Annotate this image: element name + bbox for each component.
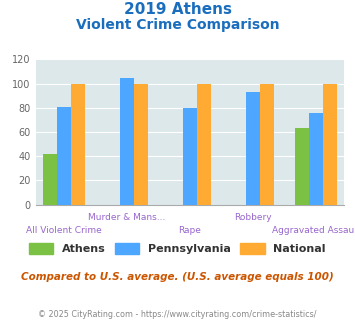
Bar <box>246 92 260 205</box>
Text: Violent Crime Comparison: Violent Crime Comparison <box>76 18 279 32</box>
Bar <box>57 107 71 205</box>
Text: © 2025 CityRating.com - https://www.cityrating.com/crime-statistics/: © 2025 CityRating.com - https://www.city… <box>38 310 317 319</box>
Text: All Violent Crime: All Violent Crime <box>26 226 102 235</box>
Bar <box>295 128 309 205</box>
Bar <box>309 113 323 205</box>
Bar <box>323 83 337 205</box>
Bar <box>260 83 274 205</box>
Bar <box>134 83 148 205</box>
Legend: Athens, Pennsylvania, National: Athens, Pennsylvania, National <box>24 238 331 258</box>
Text: Aggravated Assault: Aggravated Assault <box>272 226 355 235</box>
Bar <box>183 108 197 205</box>
Bar <box>71 83 84 205</box>
Text: Rape: Rape <box>179 226 201 235</box>
Text: 2019 Athens: 2019 Athens <box>124 2 231 16</box>
Bar <box>43 154 57 205</box>
Text: Compared to U.S. average. (U.S. average equals 100): Compared to U.S. average. (U.S. average … <box>21 272 334 282</box>
Text: Robbery: Robbery <box>234 213 272 222</box>
Bar <box>120 78 134 205</box>
Bar <box>197 83 211 205</box>
Text: Murder & Mans...: Murder & Mans... <box>88 213 165 222</box>
